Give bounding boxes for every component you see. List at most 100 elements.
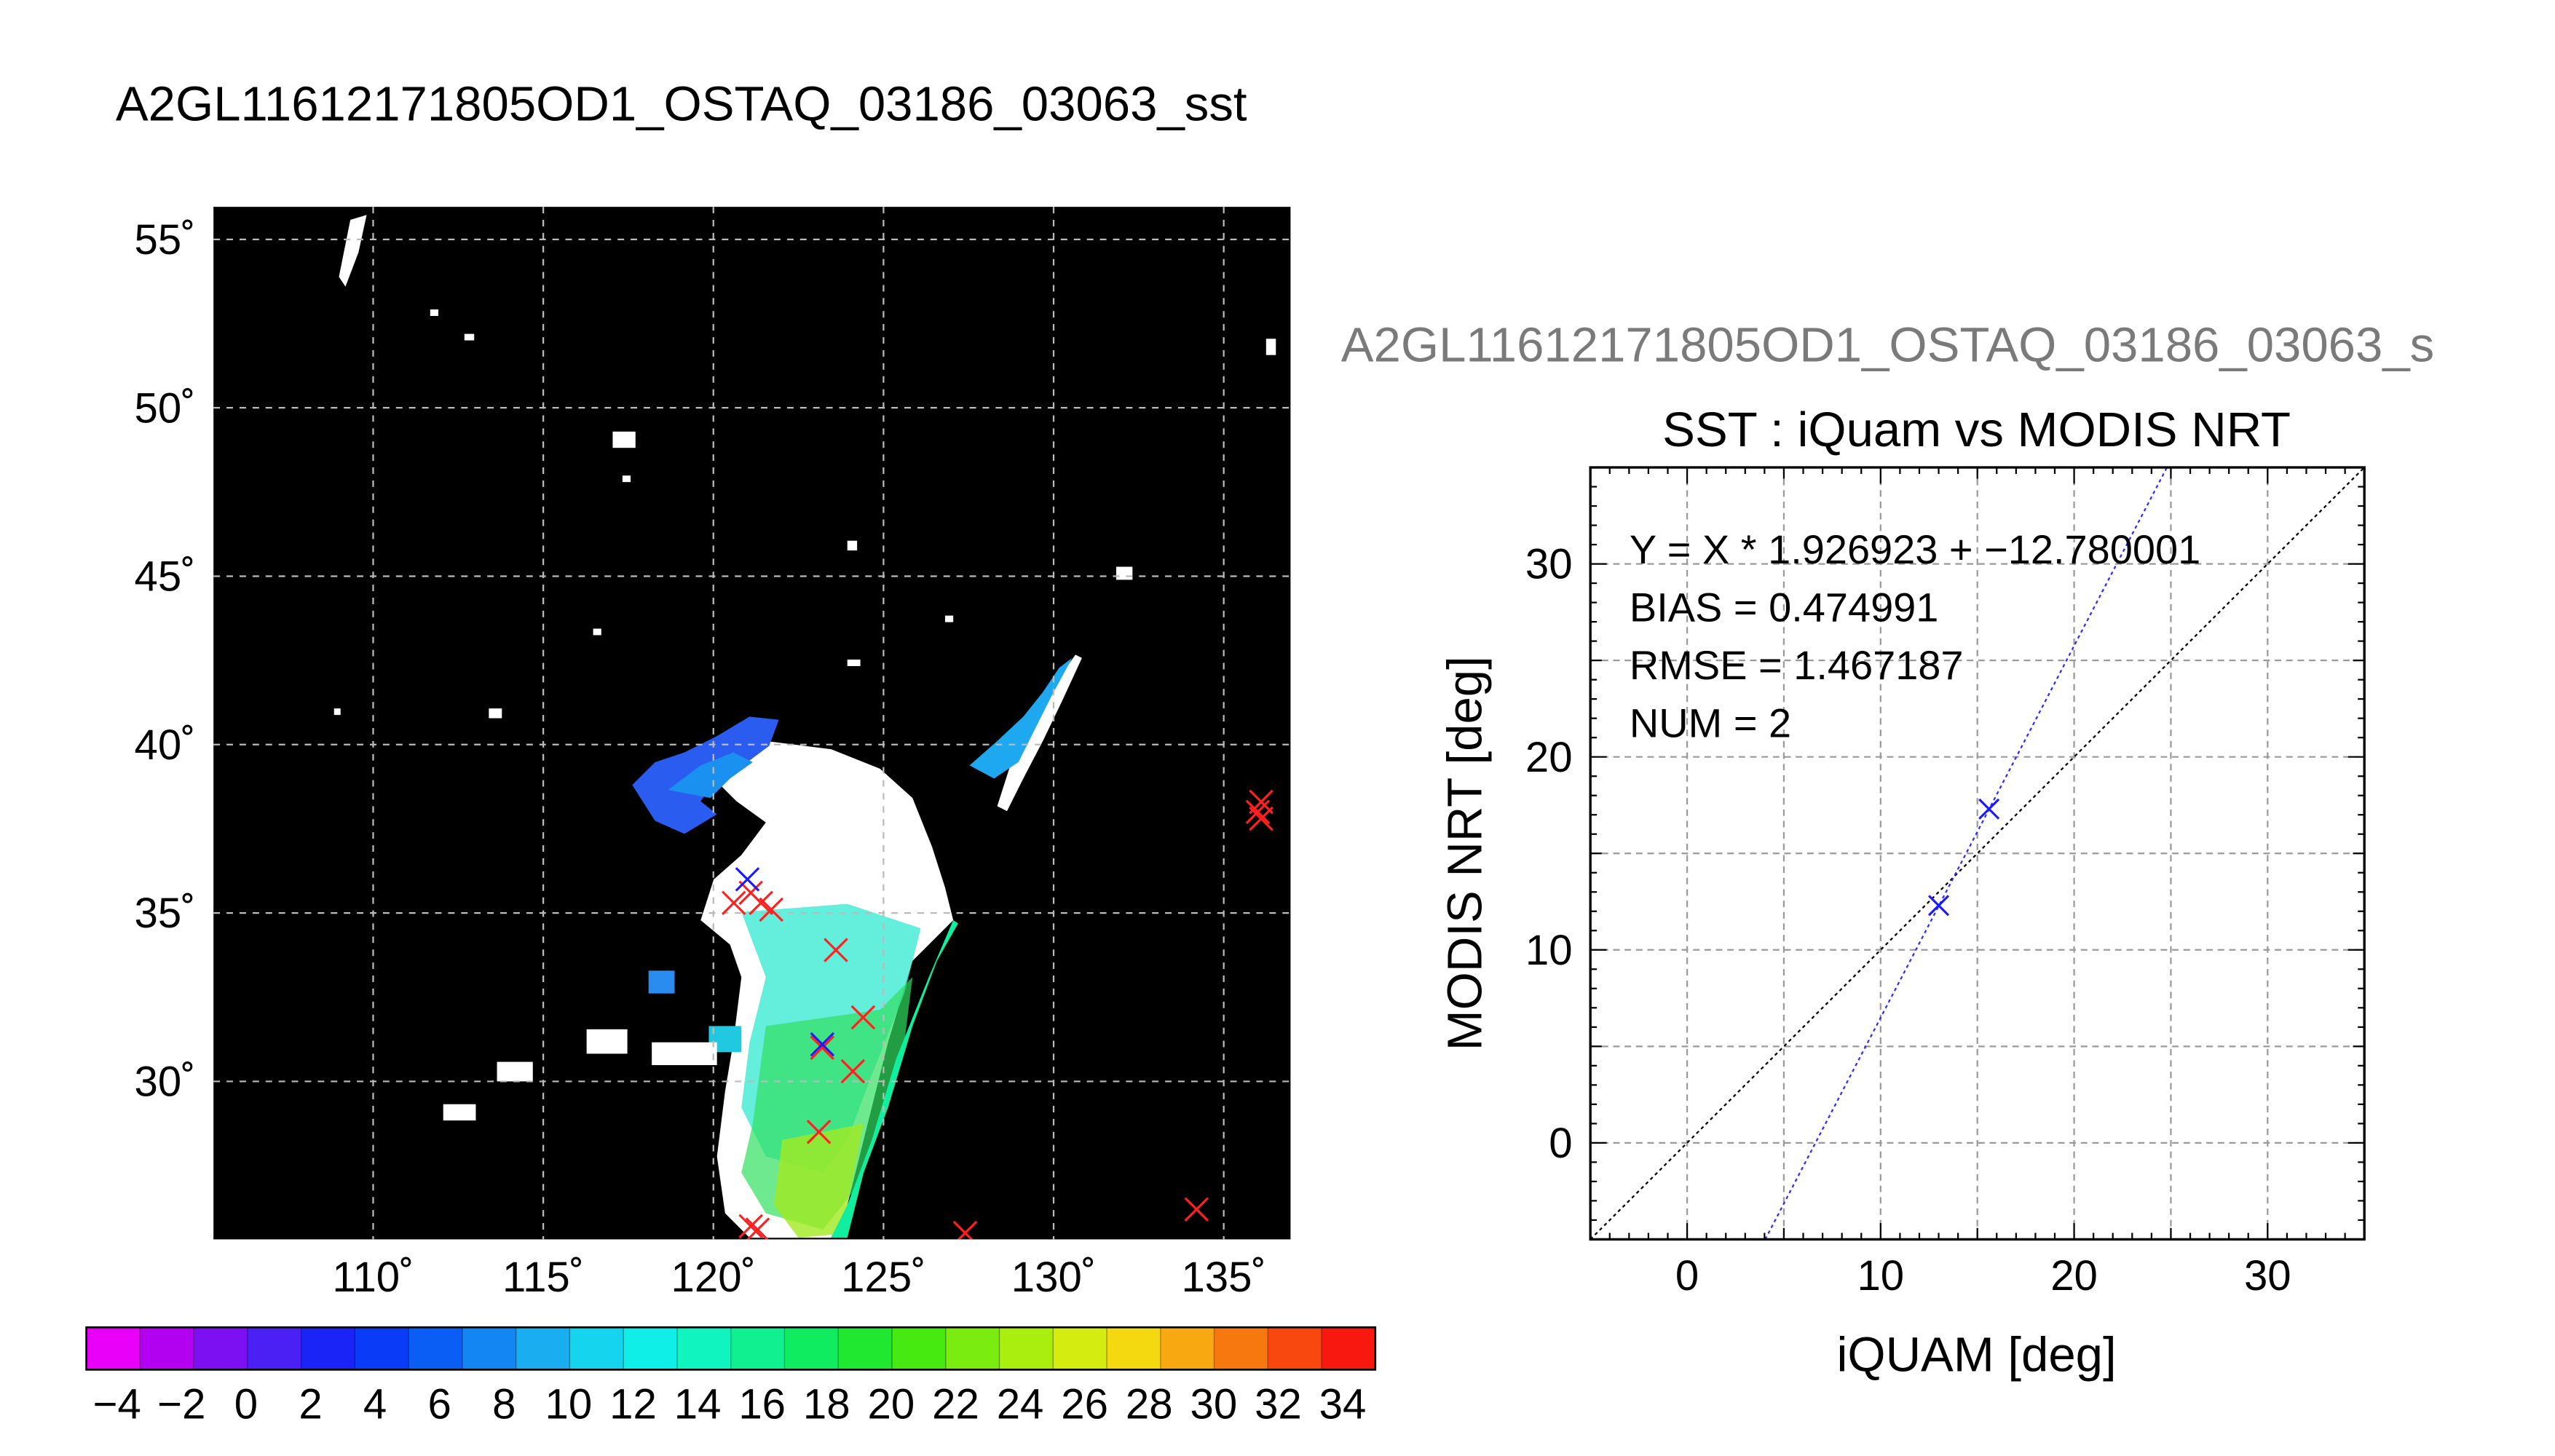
colorbar-tick-label: 30 (1190, 1381, 1237, 1428)
plot-ticks (1590, 466, 2366, 1241)
cloud-speck (847, 540, 858, 551)
plot-points (1928, 798, 2000, 917)
colorbar-cell (999, 1327, 1054, 1370)
scatter-header: A2GL11612171805OD1_OSTAQ_03186_03063_s (1341, 318, 2434, 373)
y-tick-label: 10 (1525, 927, 1573, 974)
colorbar-cell (891, 1327, 947, 1370)
colorbar-cell (408, 1327, 464, 1370)
cloud-speck (333, 708, 341, 716)
cloud-speck (586, 1029, 628, 1054)
map-lat-label: 55˚ (134, 216, 195, 264)
map-red-marker (824, 938, 848, 962)
cloud-speck (443, 1104, 476, 1121)
plot-lines (1590, 467, 2365, 1240)
colorbar-tick-label: 0 (234, 1381, 258, 1428)
colorbar-cell (516, 1327, 571, 1370)
map-title: A2GL11612171805OD1_OSTAQ_03186_03063_sst (116, 77, 1247, 132)
warmest-sst-region (774, 1123, 864, 1238)
colorbar-cell (301, 1327, 356, 1370)
colorbar-cell (838, 1327, 893, 1370)
map-lat-label: 35˚ (134, 890, 195, 937)
map-red-marker (759, 897, 783, 922)
map-blue-marker (735, 867, 760, 892)
plot-gridlines (1590, 467, 2365, 1240)
colorbar-tick-label: 18 (803, 1381, 850, 1428)
colorbar-cell (1322, 1327, 1376, 1370)
map-lat-label: 30˚ (134, 1059, 195, 1106)
colorbar-labels: −4 −2 0 2 4 6 8 10 12 14 16 18 20 22 24 26 28 30 32 34 (93, 1381, 1367, 1428)
map-red-marker (722, 890, 746, 916)
y-tick-label: 0 (1549, 1120, 1572, 1167)
cloud-speck (612, 431, 636, 448)
colorbar-tick-label: 12 (609, 1381, 657, 1428)
colorbar-cell (623, 1327, 679, 1370)
colorbar-tick-label: 4 (363, 1381, 387, 1428)
cloud-speck (652, 1042, 717, 1066)
map-lat-labels: 55˚ 50˚ 45˚ 40˚ 35˚ 30˚ (134, 216, 195, 1106)
map-panel: 110˚ 115˚ 120˚ 125˚ 130˚ 135˚ 55˚ 50˚ 45˚ 40˚ 35˚… (134, 207, 1291, 1301)
colorbar-cell (784, 1327, 840, 1370)
stats-line: RMSE = 1.467187 (1630, 642, 1964, 688)
bohai-water-lighter (668, 752, 753, 799)
map-red-marker (1249, 806, 1273, 831)
stats-line: Y = X * 1.926923 + −12.780001 (1630, 526, 2200, 572)
colorbar: −4 −2 0 2 4 6 8 10 12 14 16 18 20 22 24 26 28 30 32 34 (85, 1326, 1377, 1428)
colorbar-cell (355, 1327, 410, 1370)
cloud-speck (430, 309, 438, 316)
stats-line: BIAS = 0.474991 (1630, 584, 1938, 630)
map-lon-label: 130˚ (1011, 1254, 1096, 1301)
colorbar-tick-label: 14 (674, 1381, 722, 1428)
colorbar-cells (86, 1327, 1376, 1370)
colorbar-tick-label: 32 (1255, 1381, 1302, 1428)
sst-field (333, 215, 1276, 1238)
colorbar-tick-label: 22 (932, 1381, 979, 1428)
scatter-point (1928, 895, 1950, 917)
map-red-marker (749, 890, 773, 916)
map-red-marker (1249, 789, 1273, 815)
map-lon-label: 110˚ (332, 1254, 414, 1301)
colorbar-tick-label: 28 (1126, 1381, 1173, 1428)
colorbar-cell (140, 1327, 195, 1370)
map-lon-label: 125˚ (841, 1254, 925, 1301)
regression-line (1764, 467, 2168, 1240)
map-lon-label: 120˚ (671, 1254, 756, 1301)
map-red-marker (745, 1217, 770, 1240)
map-blue-marker (810, 1032, 835, 1057)
colorbar-cell (86, 1327, 141, 1370)
colorbar-cell (194, 1327, 249, 1370)
map-red-marker (738, 1214, 763, 1239)
map-red-marker (850, 1005, 876, 1030)
cloud-speck (489, 708, 502, 719)
colorbar-tick-label: 26 (1061, 1381, 1108, 1428)
map-lon-label: 115˚ (502, 1254, 584, 1301)
colorbar-cell (1107, 1327, 1161, 1370)
colorbar-cell (1214, 1327, 1269, 1370)
x-tick-label: 10 (1857, 1252, 1904, 1299)
colorbar-cell (1160, 1327, 1215, 1370)
x-tick-label: 30 (2244, 1252, 2291, 1299)
colorbar-cell (730, 1327, 786, 1370)
map-markers (722, 789, 1273, 1240)
colorbar-cell (1053, 1327, 1108, 1370)
cloud-speck (648, 970, 675, 994)
colorbar-tick-label: 34 (1319, 1381, 1367, 1428)
map-lon-labels: 110˚ 115˚ 120˚ 125˚ 130˚ 135˚ (332, 1254, 1265, 1301)
colorbar-tick-label: −2 (157, 1381, 205, 1428)
colorbar-cell (462, 1327, 517, 1370)
y-tick-label: 20 (1525, 734, 1573, 781)
map-red-marker (810, 1035, 835, 1060)
map-red-marker (1184, 1197, 1209, 1222)
map-lat-label: 50˚ (134, 384, 195, 432)
scatter-point (1978, 798, 2000, 820)
cloud-speck (1265, 339, 1276, 355)
colorbar-tick-label: 24 (997, 1381, 1044, 1428)
japan-sea-warm (969, 657, 1073, 779)
cloud-speck (464, 333, 475, 341)
colorbar-cell (1268, 1327, 1323, 1370)
x-tick-label: 20 (2050, 1252, 2098, 1299)
cloud-speck (339, 215, 367, 287)
map-lon-label: 135˚ (1181, 1254, 1265, 1301)
swath-edge (831, 919, 958, 1238)
cloud-speck (847, 660, 861, 666)
